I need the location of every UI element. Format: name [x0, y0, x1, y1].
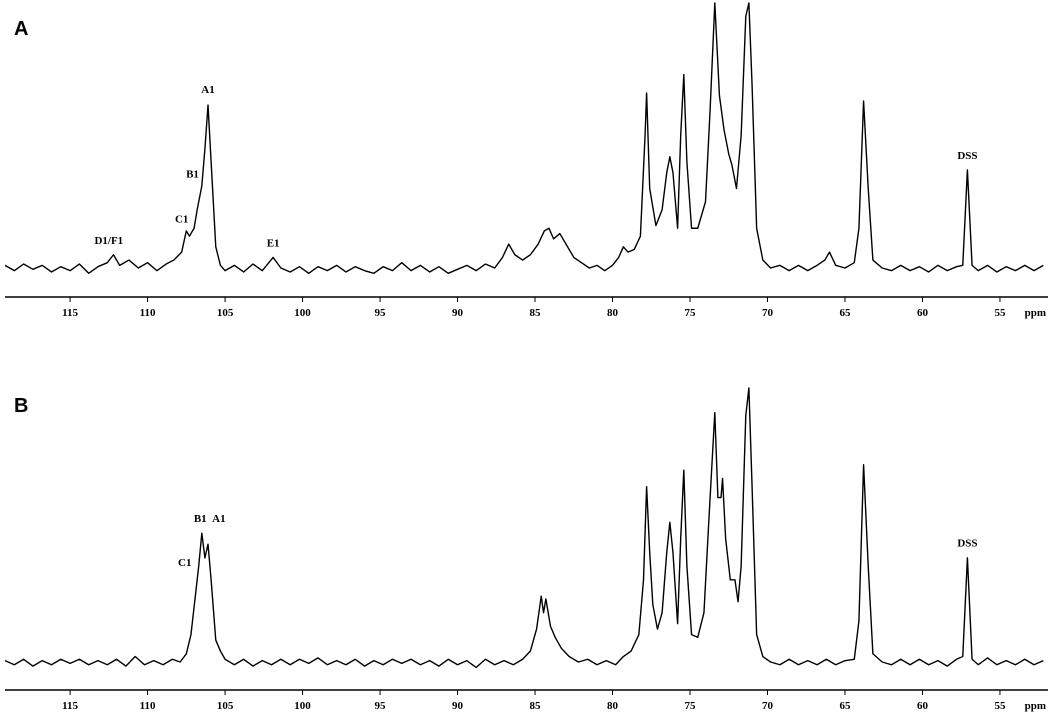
x-tick-label: 75 [685, 307, 697, 319]
x-tick-label: 95 [375, 700, 387, 712]
x-tick-label: 90 [452, 700, 464, 712]
x-axis-label: ppm [1025, 307, 1046, 319]
peak-label: B1 [186, 169, 199, 181]
x-tick-label: 90 [452, 307, 464, 319]
x-tick-label: 65 [839, 307, 851, 319]
x-tick-label: 105 [217, 307, 234, 319]
peak-label: E1 [267, 237, 280, 249]
x-tick-label: 100 [294, 700, 311, 712]
x-tick-label: 60 [917, 700, 929, 712]
x-tick-label: 75 [685, 700, 697, 712]
panel-label: A [14, 18, 28, 40]
x-tick-label: 55 [994, 307, 1006, 319]
peak-label: D1/F1 [94, 235, 123, 247]
x-tick-label: 65 [839, 700, 851, 712]
peak-label: A1 [212, 513, 225, 525]
peak-label: B1 [194, 513, 207, 525]
spectrum-line [4, 387, 1044, 669]
x-tick-label: 105 [217, 700, 234, 712]
peak-label: DSS [957, 538, 977, 550]
x-tick-label: 85 [530, 700, 542, 712]
x-tick-label: 60 [917, 307, 929, 319]
x-tick-label: 115 [62, 307, 78, 319]
spectrum-line [4, 2, 1044, 274]
x-axis-label: ppm [1025, 700, 1046, 712]
x-tick-label: 95 [375, 307, 387, 319]
panel-label: B [14, 395, 28, 417]
x-tick-label: 110 [140, 700, 156, 712]
x-tick-label: 110 [140, 307, 156, 319]
x-tick-label: 80 [607, 307, 619, 319]
x-tick-label: 55 [994, 700, 1006, 712]
x-tick-label: 80 [607, 700, 619, 712]
x-tick-label: 70 [762, 700, 774, 712]
peak-label: C1 [178, 557, 191, 569]
peak-label: A1 [201, 84, 214, 96]
x-tick-label: 70 [762, 307, 774, 319]
x-tick-label: 100 [294, 307, 311, 319]
x-tick-label: 85 [530, 307, 542, 319]
peak-label: DSS [957, 150, 977, 162]
peak-label: C1 [175, 214, 188, 226]
x-tick-label: 115 [62, 700, 78, 712]
